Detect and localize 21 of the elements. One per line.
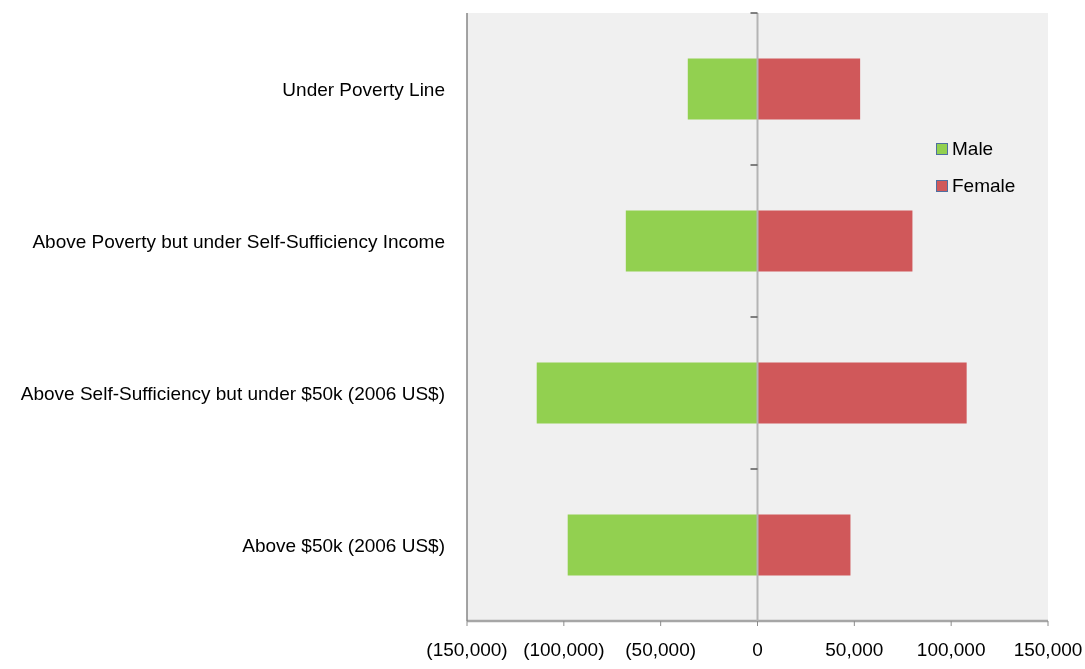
x-tick-label: 50,000 bbox=[825, 639, 884, 661]
bar bbox=[687, 58, 758, 120]
y-tick-label: Above $50k (2006 US$) bbox=[242, 534, 445, 556]
y-tick-label: Under Poverty Line bbox=[282, 78, 445, 100]
bar bbox=[757, 210, 913, 272]
x-tick-label: (100,000) bbox=[523, 639, 605, 661]
legend-label: Male bbox=[952, 137, 994, 160]
bar bbox=[757, 362, 967, 424]
x-tick-label: 150,000 bbox=[1013, 639, 1083, 661]
bar bbox=[757, 514, 851, 576]
x-tick-label: (150,000) bbox=[426, 639, 508, 661]
x-tick-label: 0 bbox=[752, 639, 763, 661]
y-tick-label: Above Poverty but under Self-Sufficiency Income bbox=[32, 230, 445, 252]
bar bbox=[567, 514, 758, 576]
legend-label: Female bbox=[952, 174, 1016, 197]
x-tick-label: 100,000 bbox=[916, 639, 986, 661]
y-tick-label: Above Self-Sufficiency but under $50k (2006 US$) bbox=[20, 382, 445, 404]
bar bbox=[536, 362, 758, 424]
bar bbox=[757, 58, 861, 120]
bar bbox=[625, 210, 758, 272]
x-tick-label: (50,000) bbox=[625, 639, 697, 661]
